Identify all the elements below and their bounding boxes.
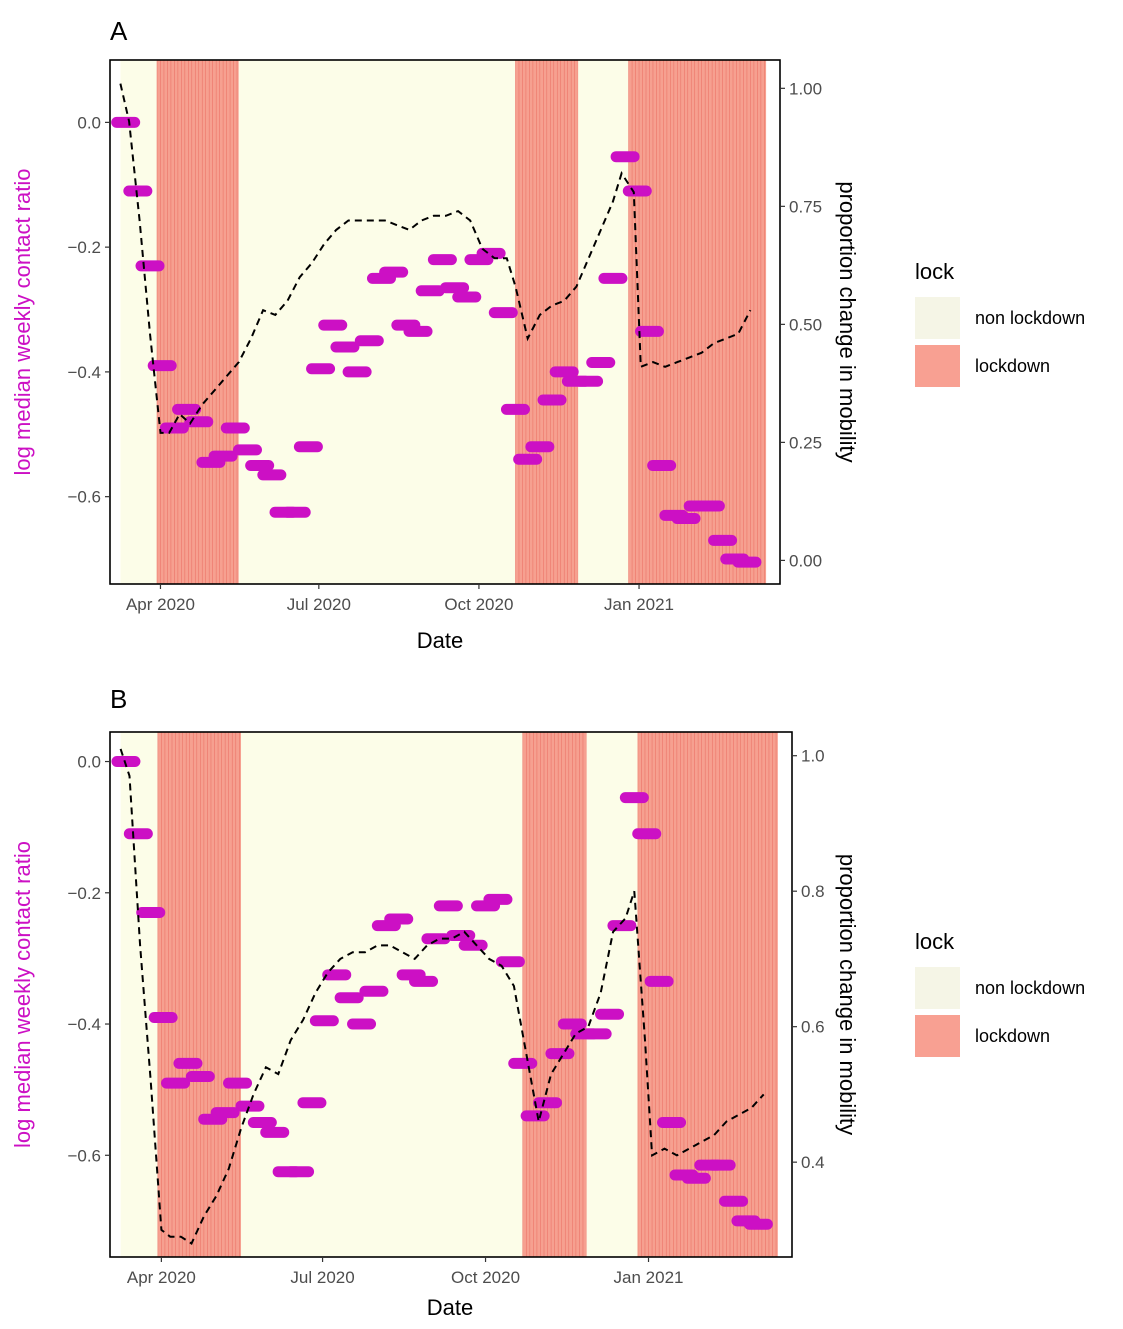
y-tick-label: −0.2	[67, 884, 101, 903]
plot-border	[109, 59, 781, 585]
legend-title: lock	[915, 929, 955, 954]
lockdown-stripes-5	[628, 60, 765, 584]
x-axis-title: Date	[417, 628, 463, 653]
legend-label: lockdown	[975, 1026, 1050, 1046]
panel-a: A 0.0 −0.2 −0.4 −0.6 0.00 0.25 0.50 0.75 1.00 Apr …	[10, 16, 1085, 653]
legend-title: lock	[915, 259, 955, 284]
y2-tick-label: 0.50	[789, 315, 822, 334]
non-lockdown-band-4	[578, 60, 629, 584]
legend-label: non lockdown	[975, 308, 1085, 328]
panel-label: A	[110, 16, 128, 46]
y-tick-label: −0.4	[67, 363, 101, 382]
contact-ratio-series	[111, 116, 762, 568]
legend-label: non lockdown	[975, 978, 1085, 998]
x-axis-title: Date	[427, 1295, 473, 1320]
non-lockdown-band-4	[586, 732, 638, 1257]
y-tick-label: −0.2	[67, 238, 101, 257]
x-tick-label: Apr 2020	[127, 1268, 196, 1287]
y2-tick-label: 0.6	[801, 1018, 825, 1037]
y-tick-label: −0.6	[67, 1146, 101, 1165]
lockdown-stripes-1	[157, 732, 240, 1257]
x-tick-label: Apr 2020	[126, 595, 195, 614]
non-lockdown-band-2	[238, 60, 516, 584]
left-y-axis-title: log median weekly contact ratio	[10, 841, 35, 1148]
x-tick-label: Oct 2020	[444, 595, 513, 614]
mobility-line	[119, 83, 752, 434]
x-tick-label: Jul 2020	[287, 595, 351, 614]
lockdown-stripes-3	[515, 60, 579, 584]
y-tick-label: −0.4	[67, 1015, 101, 1034]
y-tick-label: −0.6	[67, 488, 101, 507]
y2-tick-label: 1.00	[789, 79, 822, 98]
legend-label: lockdown	[975, 356, 1050, 376]
legend-key-non-lockdown	[915, 967, 960, 1009]
legend-key-non-lockdown	[915, 297, 960, 339]
right-y-axis: 0.4 0.6 0.8 1.0	[792, 747, 825, 1172]
contact-ratio-series	[111, 756, 773, 1230]
x-tick-label: Jul 2020	[290, 1268, 354, 1287]
panel-label: B	[110, 684, 127, 714]
mobility-line	[119, 748, 765, 1245]
left-y-axis-title: log median weekly contact ratio	[10, 169, 35, 476]
non-lockdown-band-0	[120, 60, 157, 584]
panel-b: B 0.0 −0.2 −0.4 −0.6 0.4 0.6 0.8 1.0 Apr 2020 Jul …	[10, 684, 1085, 1320]
y-tick-label: 0.0	[77, 753, 101, 772]
y2-tick-label: 0.4	[801, 1153, 825, 1172]
lockdown-stripes-1	[156, 60, 238, 584]
non-lockdown-band-0	[120, 732, 158, 1257]
x-tick-label: Oct 2020	[451, 1268, 520, 1287]
x-axis: Apr 2020 Jul 2020 Oct 2020 Jan 2021	[126, 584, 674, 614]
right-y-axis-title: proportion change in mobility	[835, 854, 860, 1135]
x-tick-label: Jan 2021	[604, 595, 674, 614]
legend: lock non lockdown lockdown	[915, 929, 1085, 1057]
legend-key-lockdown	[915, 1015, 960, 1057]
y2-tick-label: 1.0	[801, 747, 825, 766]
right-y-axis: 0.00 0.25 0.50 0.75 1.00	[780, 79, 822, 570]
x-axis: Apr 2020 Jul 2020 Oct 2020 Jan 2021	[127, 1257, 684, 1287]
legend: lock non lockdown lockdown	[915, 259, 1085, 387]
y2-tick-label: 0.75	[789, 197, 822, 216]
legend-key-lockdown	[915, 345, 960, 387]
left-y-axis: 0.0 −0.2 −0.4 −0.6	[67, 753, 110, 1165]
left-y-axis: 0.0 −0.2 −0.4 −0.6	[67, 113, 110, 507]
right-y-axis-title: proportion change in mobility	[835, 181, 860, 462]
plot-border	[109, 731, 793, 1258]
x-tick-label: Jan 2021	[614, 1268, 684, 1287]
lock-bands	[120, 60, 767, 584]
y-tick-label: 0.0	[77, 113, 101, 132]
y2-tick-label: 0.8	[801, 882, 825, 901]
y2-tick-label: 0.25	[789, 433, 822, 452]
y2-tick-label: 0.00	[789, 551, 822, 570]
